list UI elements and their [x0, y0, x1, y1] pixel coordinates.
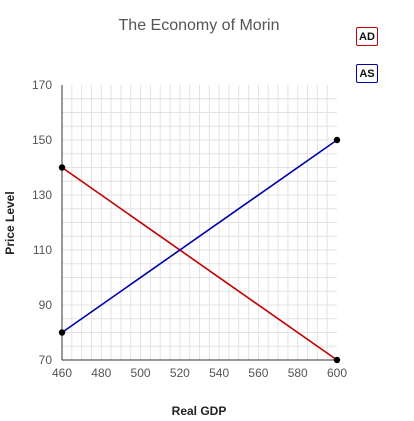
ad-curve	[61, 166, 338, 361]
x-tick-label: 540	[209, 366, 229, 380]
as-point[interactable]	[58, 329, 66, 336]
chart-title: The Economy of Morin	[119, 17, 280, 34]
y-axis-label: Price Level	[3, 191, 17, 254]
tick-labels: 460 480 500 520 540 560 580 600 70 90 110 130 150 170	[32, 78, 347, 380]
x-tick-label: 580	[288, 366, 308, 380]
x-tick-label: 560	[248, 366, 268, 380]
as-point[interactable]	[333, 136, 341, 144]
as-curve	[61, 139, 338, 334]
y-tick-label: 110	[33, 243, 52, 257]
grid	[62, 85, 337, 360]
series-lines	[61, 139, 338, 361]
y-tick-label: 90	[39, 298, 53, 312]
legend-as-button[interactable]: AS	[356, 64, 378, 83]
axes	[61, 85, 337, 361]
x-tick-label: 600	[327, 366, 347, 380]
legend-ad-button[interactable]: AD	[356, 27, 378, 46]
ad-point[interactable]	[58, 164, 66, 171]
y-tick-label: 170	[32, 78, 52, 92]
series-points	[58, 136, 341, 364]
y-tick-label: 150	[32, 133, 52, 147]
x-axis-label: Real GDP	[172, 404, 227, 418]
ad-point[interactable]	[333, 356, 341, 364]
x-tick-label: 520	[170, 366, 190, 380]
x-tick-label: 480	[91, 366, 111, 380]
x-tick-label: 500	[131, 366, 151, 380]
y-tick-label: 70	[39, 353, 53, 367]
x-tick-label: 460	[52, 366, 72, 380]
y-tick-label: 130	[32, 188, 52, 202]
